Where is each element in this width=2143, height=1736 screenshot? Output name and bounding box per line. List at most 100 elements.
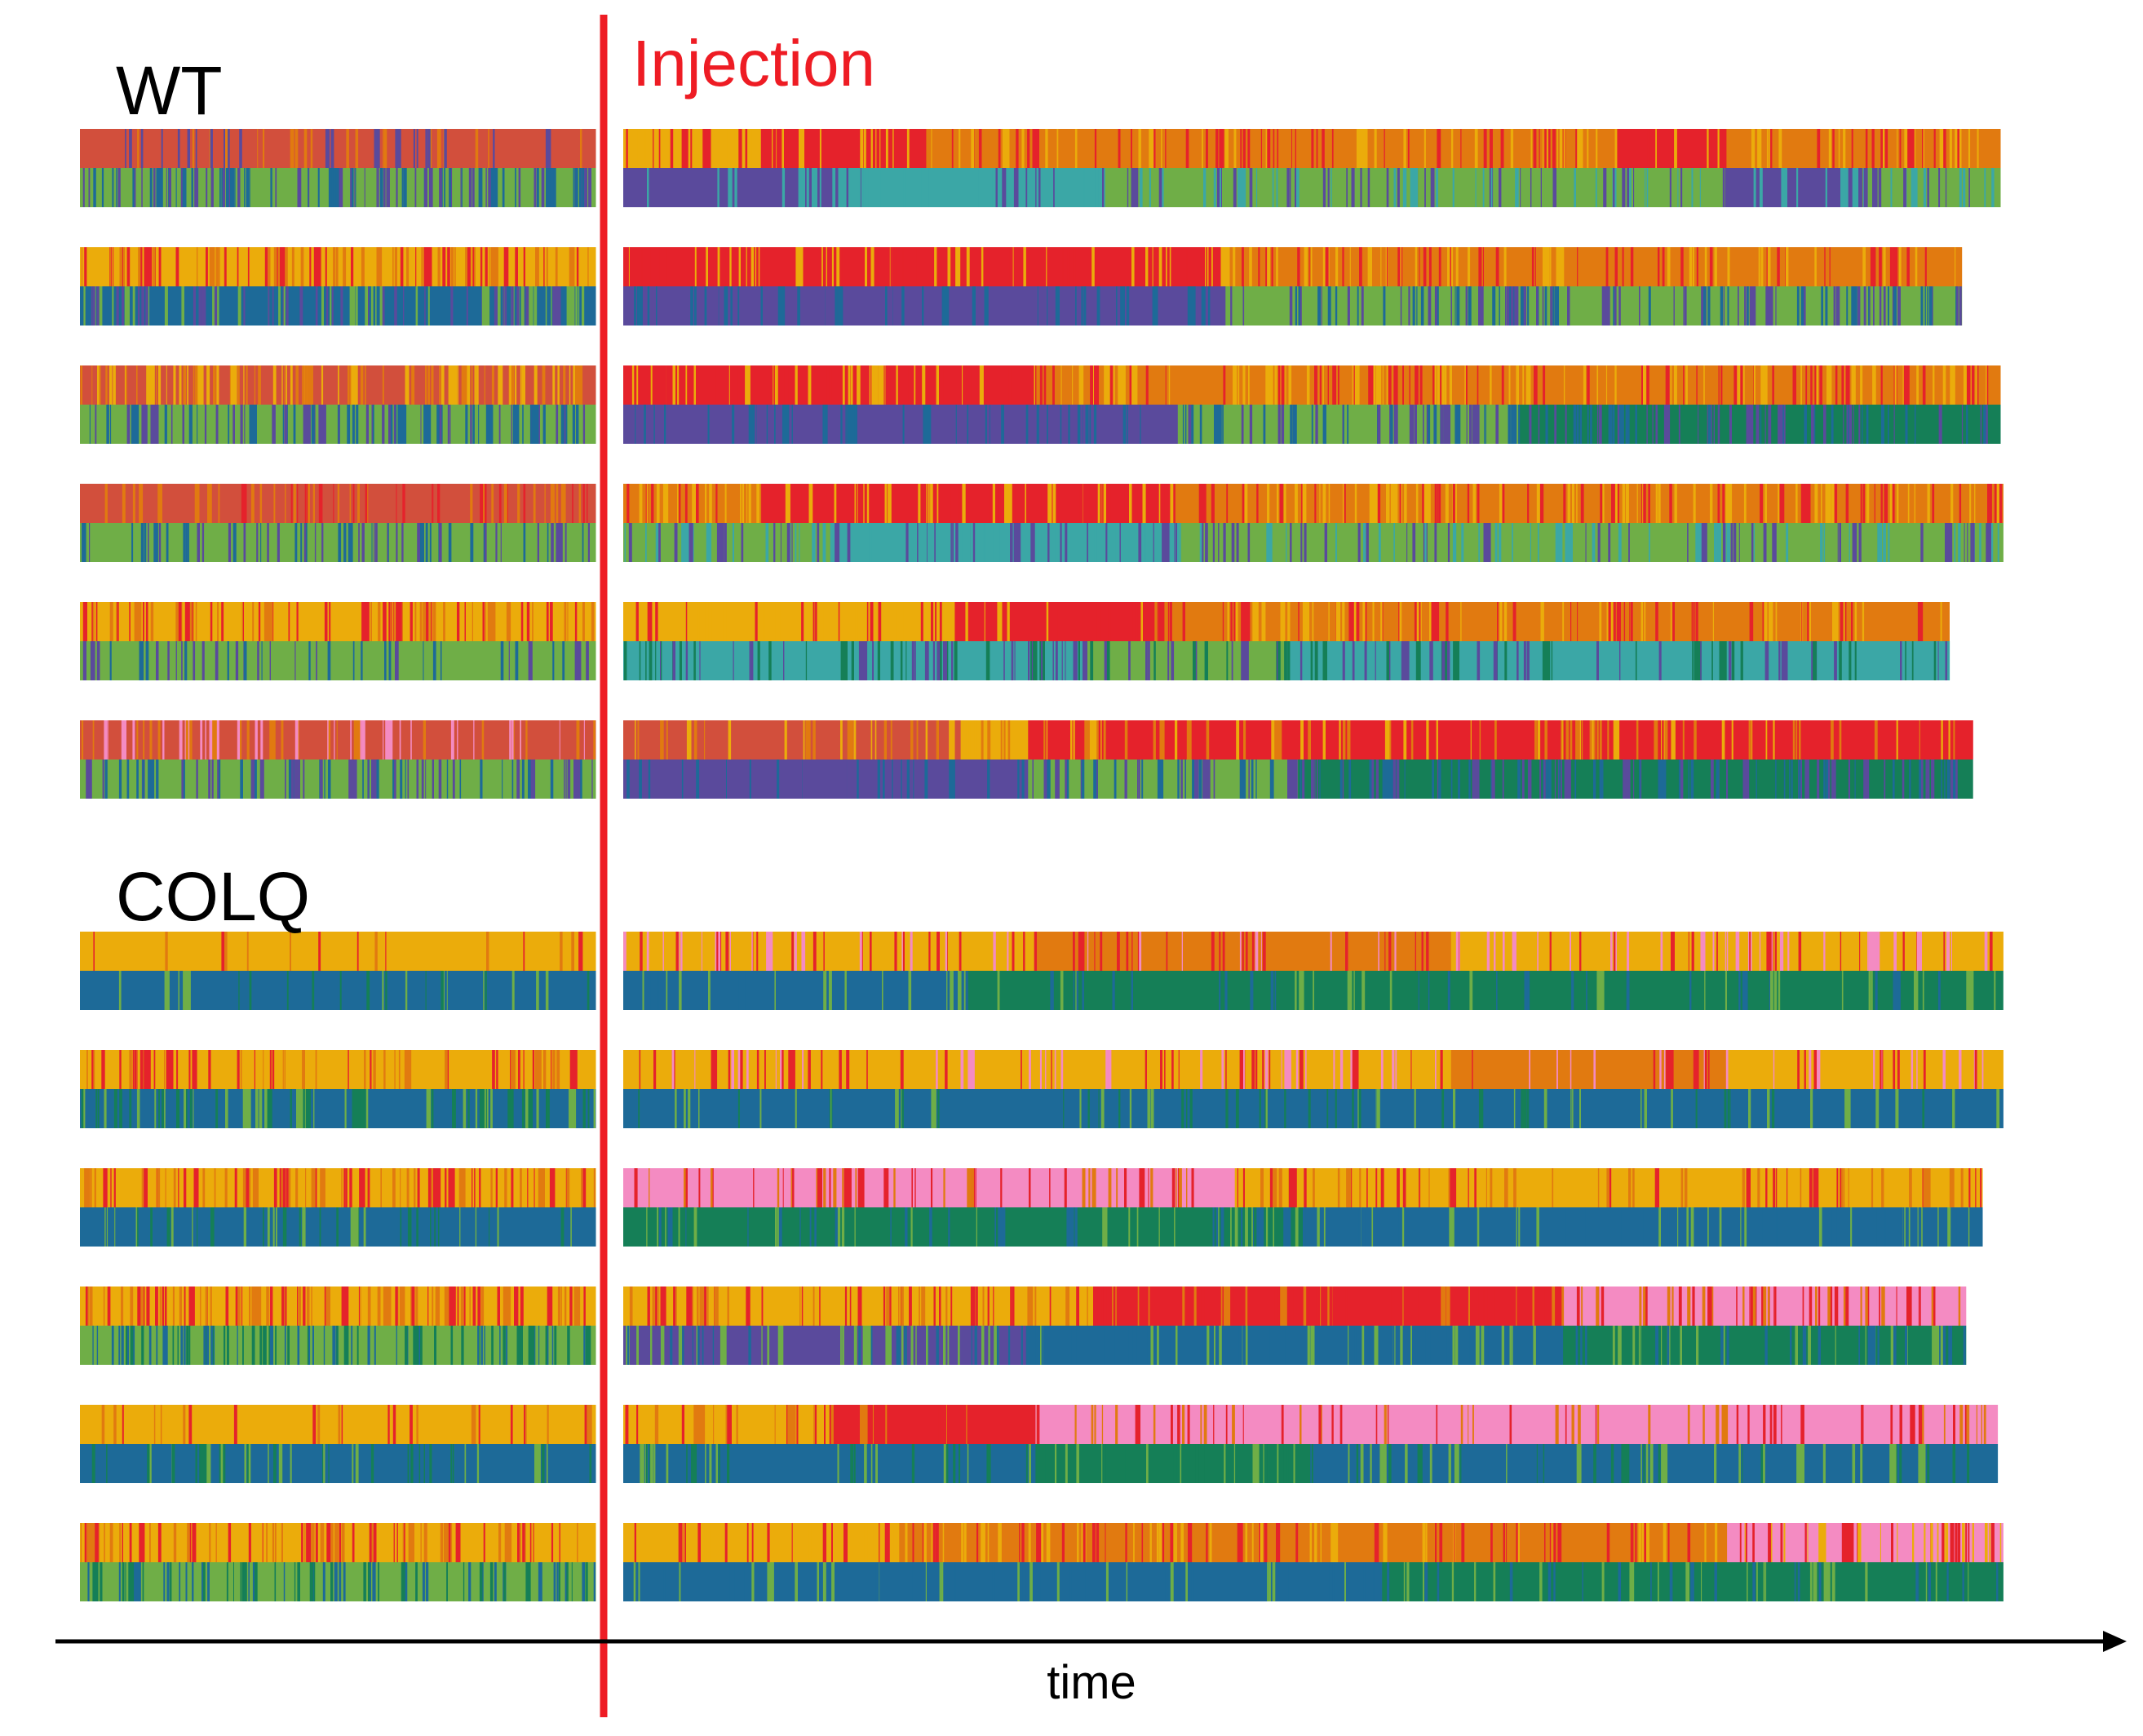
post-bottom-row-event <box>1298 286 1302 326</box>
pre-bottom-row-event <box>348 523 350 562</box>
pre-top-row-event <box>503 484 507 523</box>
post-top-row-event <box>1596 1405 1600 1444</box>
post-bottom-row-event <box>1495 405 1499 444</box>
pre-bottom-row-event <box>116 168 117 207</box>
pre-top-row-event <box>469 1286 471 1326</box>
post-bottom-row-event <box>857 168 860 207</box>
pre-top-row-event <box>305 1168 307 1207</box>
pre-top-row-event <box>410 1405 413 1444</box>
post-top-row-event <box>1549 932 1552 971</box>
post-bottom-row-event <box>844 760 848 799</box>
post-bottom-row-event <box>1087 523 1088 562</box>
pre-bottom-row-event <box>240 760 243 799</box>
pre-top-row-event <box>577 1523 578 1562</box>
pre-top-row-event <box>488 129 489 168</box>
pre-bottom-row-event <box>102 760 104 799</box>
post-top-row-event <box>840 720 843 760</box>
track-wt-3 <box>80 365 2001 444</box>
pre-bottom-row-event <box>441 971 445 1010</box>
post-top-row-event <box>649 365 650 405</box>
post-bottom-row-event <box>767 1326 770 1365</box>
post-top-row-event <box>1213 1405 1215 1444</box>
post-bottom-row-event <box>967 405 969 444</box>
pre-bottom-row-event <box>136 760 139 799</box>
pre-bottom-row-event <box>564 760 565 799</box>
pre-top-row-event <box>195 1168 199 1207</box>
post-bottom-row-event <box>905 641 907 680</box>
post-top-row-event <box>1420 602 1422 641</box>
pre-bottom-row-event <box>210 1326 215 1365</box>
post-top-row-event <box>1990 932 1993 971</box>
pre-bottom-row-event <box>195 1444 197 1483</box>
post-top-row-event <box>684 484 688 523</box>
pre-top-row-event <box>160 1405 162 1444</box>
post-top-row-event <box>766 932 773 971</box>
post-top-row-event <box>1883 129 1884 168</box>
post-top-row-event <box>950 1286 953 1326</box>
post-bottom-row-event <box>1923 168 1927 207</box>
post-top-row-event <box>1074 1405 1077 1444</box>
post-top-row-event <box>1062 247 1064 286</box>
post-bottom-row-event <box>1478 286 1484 326</box>
post-top-row-event <box>942 602 945 641</box>
post-top-row-event <box>1565 1405 1567 1444</box>
post-bottom-row-event <box>874 286 876 326</box>
post-bottom-row-event <box>637 286 643 326</box>
post-bottom-row-event <box>1434 286 1437 326</box>
post-bottom-row-event <box>637 286 639 326</box>
post-bottom-row-event <box>734 168 737 207</box>
pre-top-row-event <box>445 1050 448 1089</box>
post-top-row-event <box>1572 484 1574 523</box>
post-top-row-event <box>939 602 942 641</box>
post-bottom-row-event <box>675 405 681 444</box>
post-bottom-row-event <box>1199 405 1202 444</box>
post-bottom-row-event <box>1742 971 1748 1010</box>
post-top-row-event <box>1337 1168 1340 1207</box>
pre-bottom-row-event <box>555 286 561 326</box>
pre-top-row-event <box>125 365 127 405</box>
post-bottom-row-event <box>1396 405 1398 444</box>
pre-bottom-row-event <box>194 168 197 207</box>
post-top-row-event <box>1414 602 1417 641</box>
pre-bottom-row-event <box>303 523 307 562</box>
post-top-row-event <box>1410 1050 1412 1089</box>
post-top-row-event <box>1137 1286 1140 1326</box>
pre-top-row-event <box>432 484 434 523</box>
post-bottom-row-event <box>1315 405 1318 444</box>
post-bottom-row-event <box>941 971 944 1010</box>
post-top-row-event <box>1362 602 1366 641</box>
post-bottom-row-event <box>1291 286 1293 326</box>
post-top-row-event <box>1622 484 1626 523</box>
post-bottom-row-event <box>1868 971 1871 1010</box>
post-bottom-row-event <box>1423 405 1424 444</box>
post-top-row-event <box>1419 1168 1421 1207</box>
post-bottom-row-event <box>1748 1089 1751 1128</box>
post-bottom-row-event <box>1565 523 1573 562</box>
pre-top-row-event <box>315 1050 317 1089</box>
post-bottom-row-event <box>1250 971 1254 1010</box>
post-bottom-row-event <box>1955 760 1958 799</box>
post-bottom-row-event <box>1095 168 1099 207</box>
pre-top-row-event <box>130 1286 134 1326</box>
post-bottom-row-event <box>1881 405 1884 444</box>
post-bottom-row-event <box>1789 760 1791 799</box>
post-bottom-row-event <box>1804 286 1806 326</box>
post-top-row-event <box>1132 602 1136 641</box>
pre-top-row-event <box>520 1168 522 1207</box>
pre-bottom-row-event <box>225 1089 228 1128</box>
post-top-row-event <box>1721 720 1725 760</box>
post-bottom-row-event <box>1223 523 1226 562</box>
post-top-row-event <box>1832 129 1835 168</box>
pre-bottom-row-event <box>278 1444 283 1483</box>
post-bottom-row-event <box>1448 1444 1451 1483</box>
post-top-row-event <box>1151 602 1153 641</box>
pre-bottom-row-event <box>282 1207 286 1247</box>
post-top-row-event <box>1096 720 1099 760</box>
post-bottom-row-event <box>1274 971 1277 1010</box>
pre-bottom-row-event <box>269 641 271 680</box>
pre-bottom-row-event <box>95 1089 98 1128</box>
post-top-row-event <box>731 1050 734 1089</box>
post-top-row-event <box>1687 1405 1690 1444</box>
post-top-row-event <box>1027 129 1030 168</box>
post-top-row-event <box>1695 602 1698 641</box>
